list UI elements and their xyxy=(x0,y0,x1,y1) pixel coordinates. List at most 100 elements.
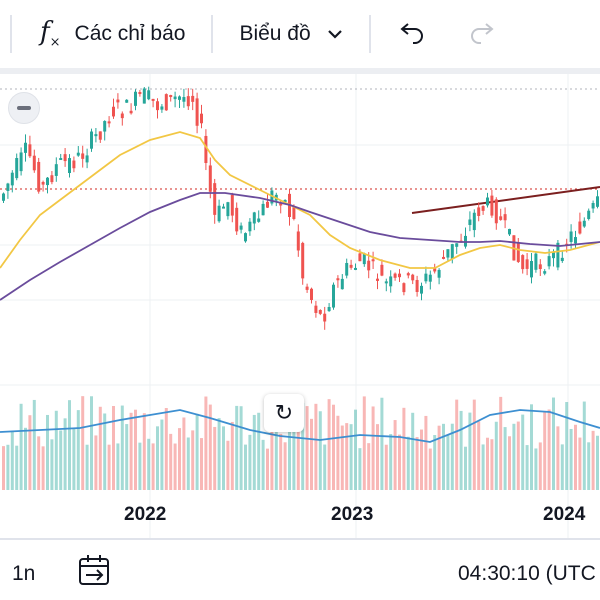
volume-bar xyxy=(560,444,564,490)
volume-bar xyxy=(120,405,124,490)
volume-bar xyxy=(37,436,41,490)
reset-rotate-icon: ↻ xyxy=(274,400,294,425)
candle-body xyxy=(182,97,186,102)
candle-body xyxy=(332,284,335,308)
candle-body xyxy=(490,195,494,216)
candle-body xyxy=(323,313,327,322)
candle-body xyxy=(59,158,63,161)
candle-body xyxy=(32,155,36,171)
volume-bar xyxy=(28,415,32,490)
candle-body xyxy=(591,203,595,209)
candle-body xyxy=(547,256,551,267)
candle-body xyxy=(296,231,300,251)
candle-body xyxy=(200,113,203,124)
volume-bar xyxy=(208,404,212,490)
collapse-button[interactable] xyxy=(8,92,40,124)
volume-bar xyxy=(63,418,67,490)
volume-bar xyxy=(292,407,296,490)
volume-bar xyxy=(336,415,340,490)
volume-bar xyxy=(499,396,503,490)
price-chart[interactable] xyxy=(0,74,600,538)
candle-body xyxy=(406,273,410,276)
candle-body xyxy=(252,212,256,224)
candle-body xyxy=(437,269,441,278)
candle-body xyxy=(415,279,419,292)
volume-bar xyxy=(191,430,195,490)
candle-body xyxy=(477,207,481,216)
volume-bar xyxy=(596,435,599,490)
clock-timezone[interactable]: 04:30:10 (UTC xyxy=(458,562,596,585)
volume-bar xyxy=(147,438,151,490)
volume-bar xyxy=(420,429,423,490)
candle-body xyxy=(186,96,190,107)
candle-body xyxy=(112,106,115,117)
volume-bar xyxy=(283,442,287,490)
volume-bar xyxy=(59,430,63,490)
volume-bar xyxy=(252,414,256,490)
volume-bar xyxy=(380,397,384,490)
candle-body xyxy=(389,276,393,287)
candle-body xyxy=(2,193,5,201)
candle-body xyxy=(569,231,573,242)
volume-bar xyxy=(310,418,313,490)
candle-body xyxy=(10,172,14,186)
volume-bar xyxy=(358,448,362,490)
volume-bar xyxy=(525,445,529,490)
candle-body xyxy=(94,134,98,137)
candle-body xyxy=(239,225,243,230)
volume-bar xyxy=(490,439,494,490)
volume-bar xyxy=(565,402,569,490)
candle-body xyxy=(142,88,146,104)
calendar-goto-icon[interactable] xyxy=(78,554,112,586)
interval-button[interactable]: 1n xyxy=(12,562,36,585)
candle-body xyxy=(358,253,362,262)
candle-body xyxy=(424,273,428,282)
reset-chart-button[interactable]: ↻ xyxy=(264,394,304,432)
volume-bar xyxy=(301,402,305,490)
trendline xyxy=(411,186,600,214)
candle-body xyxy=(46,177,49,186)
x-axis-label-2022: 2022 xyxy=(124,504,167,525)
volume-bar xyxy=(195,413,199,490)
candle-body xyxy=(226,202,230,217)
redo-button[interactable] xyxy=(469,0,497,68)
candle-body xyxy=(349,264,353,268)
candle-body xyxy=(204,135,208,164)
volume-bar xyxy=(270,418,274,490)
candle-body xyxy=(446,249,450,258)
candle-body xyxy=(261,203,265,216)
candle-body xyxy=(371,259,375,262)
redo-icon xyxy=(470,23,494,44)
bottom-bar: 1n 04:30:10 (UTC xyxy=(0,540,600,600)
candle-body xyxy=(345,262,349,276)
candle-body xyxy=(455,243,459,247)
volume-bar xyxy=(402,407,406,490)
volume-bar xyxy=(314,403,318,490)
volume-bar xyxy=(230,421,234,490)
candle-body xyxy=(41,181,45,185)
volume-bar xyxy=(248,434,252,490)
volume-bar xyxy=(464,446,467,490)
indicators-label: Các chỉ báo xyxy=(74,22,186,45)
volume-bar xyxy=(261,439,265,490)
candle-body xyxy=(516,243,520,262)
volume-bar xyxy=(204,396,208,490)
candle-body xyxy=(76,152,80,156)
function-icon: f× xyxy=(40,17,61,51)
volume-bar xyxy=(455,399,459,490)
volume-bar xyxy=(582,401,586,490)
candle-body xyxy=(433,267,437,272)
chart-type-button[interactable]: Biểu đồ xyxy=(239,0,342,68)
candle-body xyxy=(582,220,586,227)
undo-button[interactable] xyxy=(397,0,425,68)
indicators-button[interactable]: f× Các chỉ báo xyxy=(40,0,185,68)
volume-bar xyxy=(578,437,582,490)
candle-body xyxy=(442,256,445,259)
volume-bar xyxy=(569,428,573,490)
candle-body xyxy=(178,96,181,100)
volume-bar xyxy=(442,423,445,490)
volume-bar xyxy=(160,419,164,490)
chart-type-label: Biểu đồ xyxy=(239,22,311,45)
chevron-down-icon xyxy=(327,30,342,39)
candle-body xyxy=(336,278,340,281)
